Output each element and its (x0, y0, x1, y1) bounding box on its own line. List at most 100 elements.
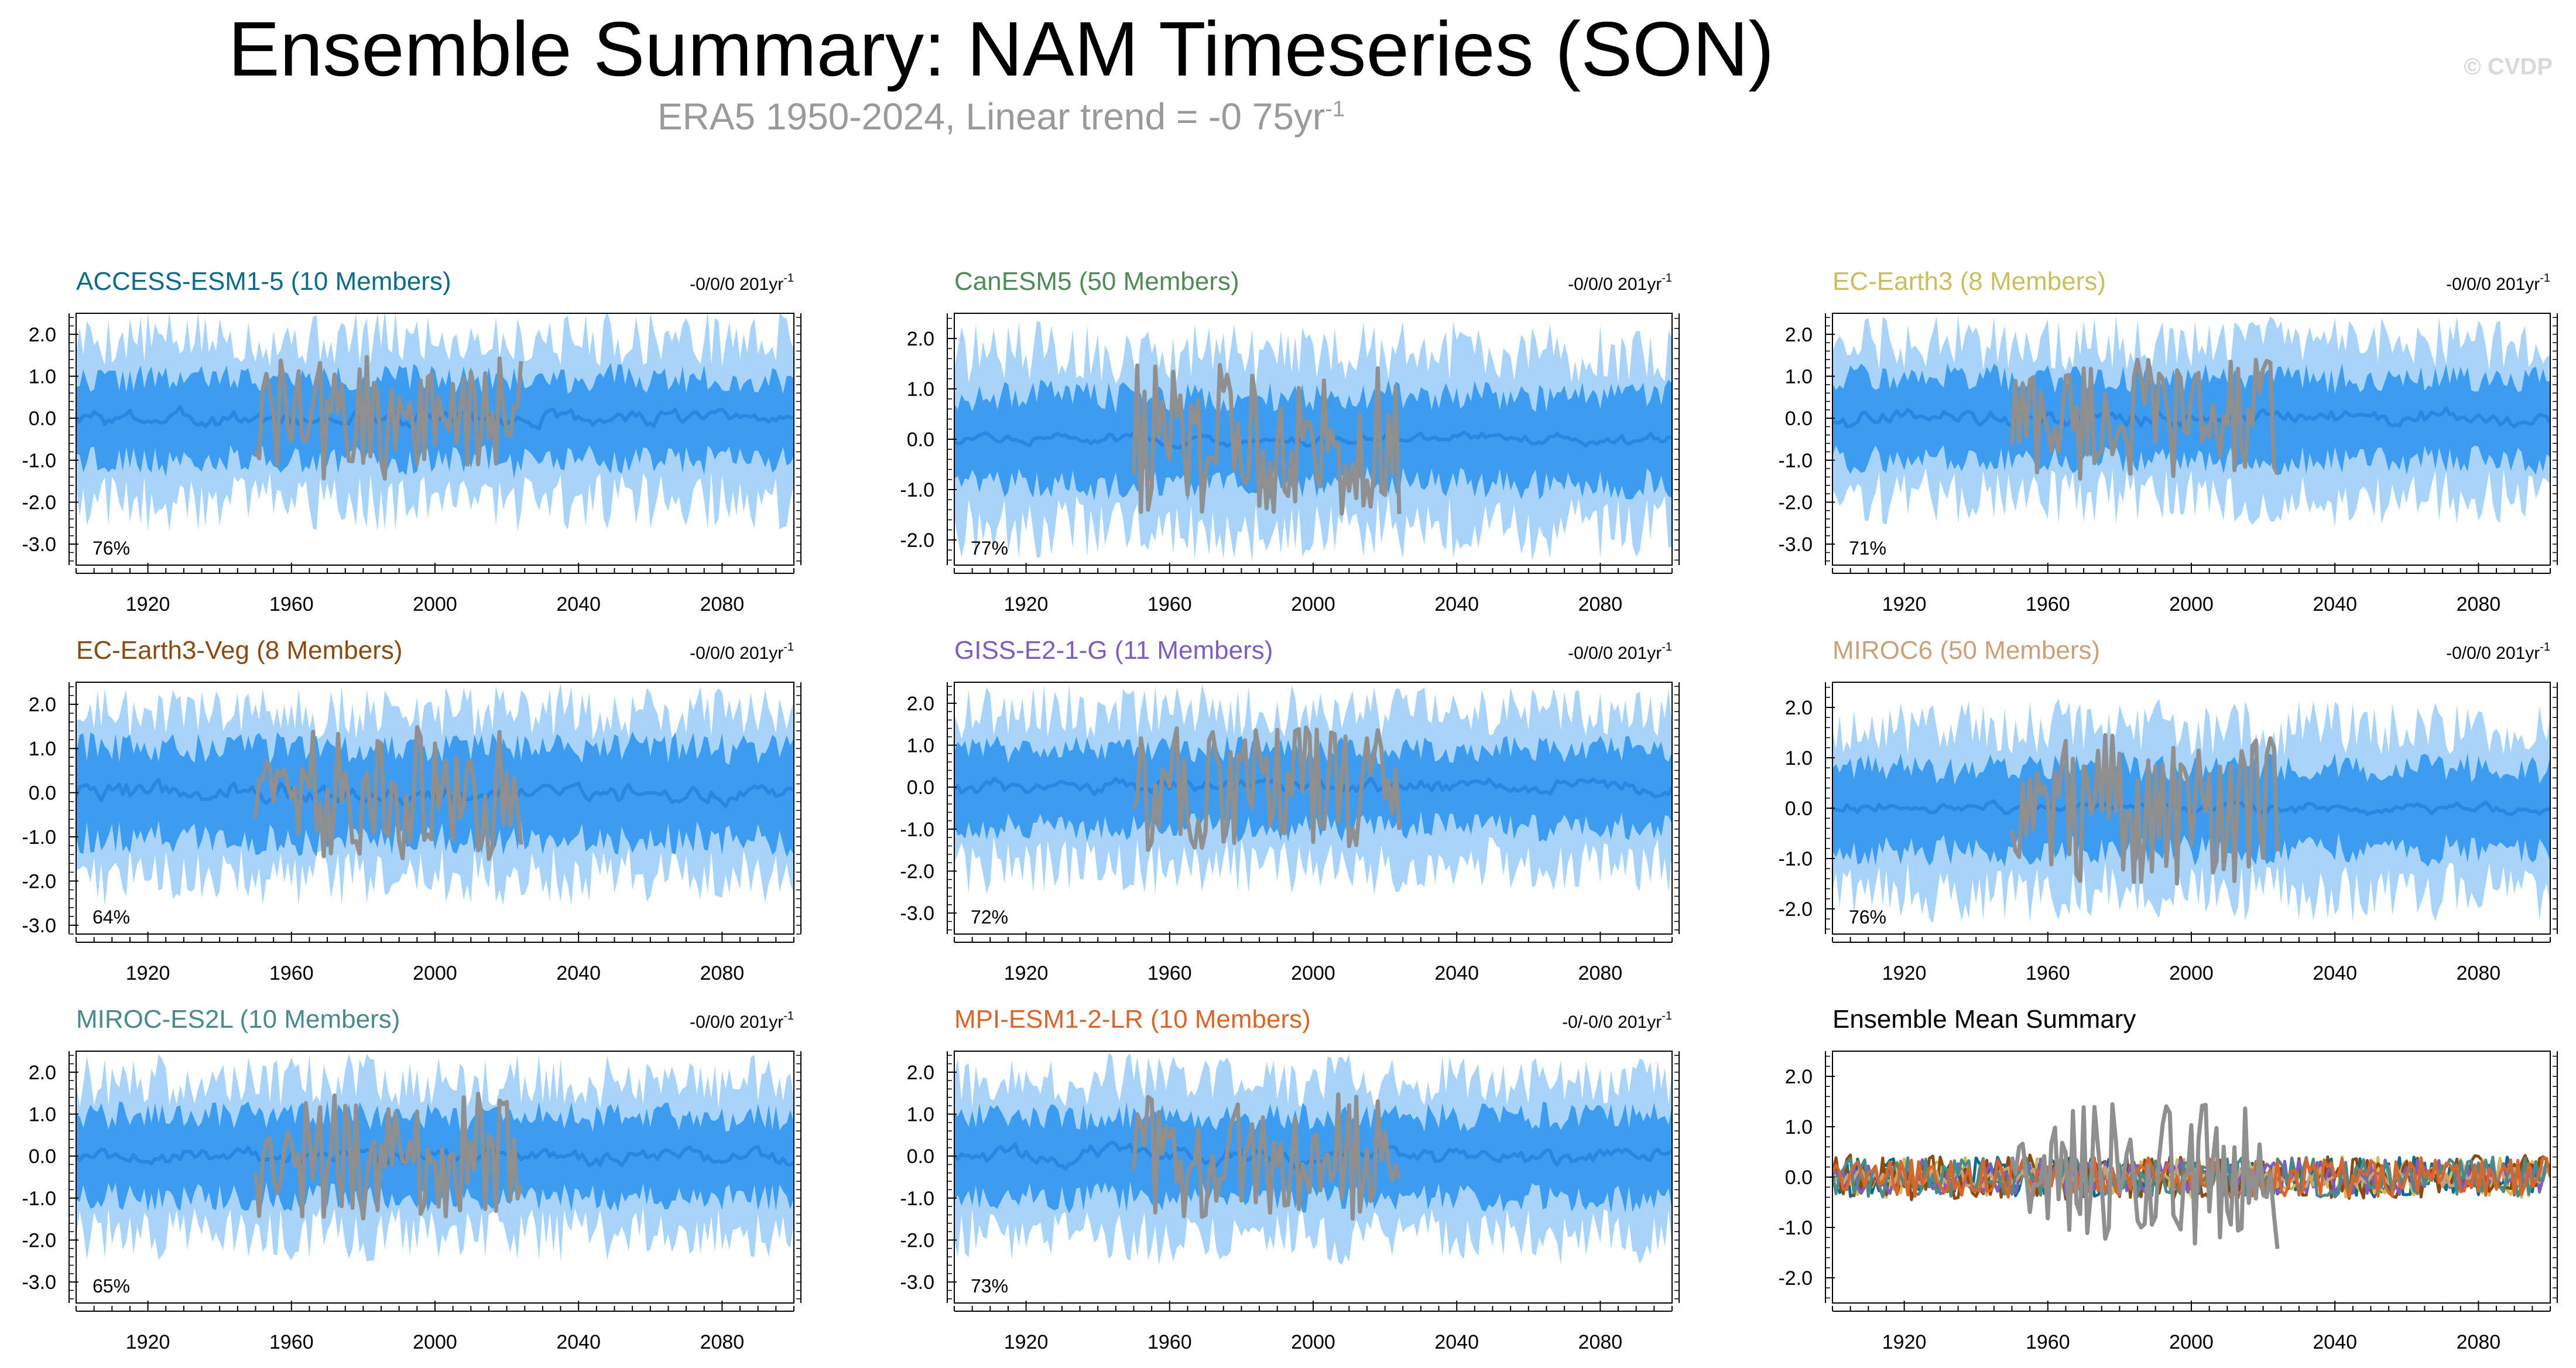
trend-exponent: -1 (2540, 641, 2550, 654)
panel-title: EC-Earth3-Veg (8 Members) (76, 636, 403, 665)
y-tick-label: 0.0 (1785, 798, 1813, 820)
x-tick-label: 1960 (269, 1331, 314, 1353)
summary-line-era5 (2010, 1102, 2280, 1249)
x-tick-label: 2040 (556, 1331, 601, 1353)
panel-title: Ensemble Mean Summary (1832, 1005, 2136, 1034)
x-tick-label: 2040 (2313, 1331, 2357, 1353)
y-tick-label: -2.0 (900, 861, 934, 883)
y-tick-label: -1.0 (1778, 450, 1813, 472)
subtitle-text: ERA5 1950-2024, Linear trend = -0 75yr (657, 95, 1325, 138)
y-tick-label: -1.0 (900, 479, 934, 501)
percent-label: 65% (93, 1275, 130, 1297)
observed-era5-line (254, 725, 523, 861)
trend-label: -0/-0/0 201yr-1 (1562, 1010, 1672, 1032)
percent-label: 71% (1849, 538, 1886, 559)
y-tick-label: 0.0 (1785, 408, 1813, 430)
panel-title: GISS-E2-1-G (11 Members) (954, 636, 1273, 665)
x-tick-label: 2080 (1578, 593, 1623, 615)
plot-area (76, 1054, 794, 1261)
x-tick-label: 2000 (413, 962, 457, 984)
trend-exponent: -1 (1662, 641, 1672, 654)
observed-era5-line (254, 355, 523, 481)
y-tick-label: 1.0 (907, 378, 934, 401)
panel-9: 1920 1960 2000 2040 2080 2.0 1.0 0.0 -1.0 -2.0 Ens… (1778, 1005, 2558, 1353)
x-tick-label: 2000 (1291, 962, 1335, 984)
trend-exponent: -1 (1662, 272, 1672, 285)
x-tick-label: 2040 (1434, 962, 1479, 984)
x-tick-label: 2040 (1434, 593, 1479, 615)
y-tick-label: -3.0 (900, 1271, 934, 1294)
panel-1: 76% 1920 1960 2000 2040 2080 2.0 1.0 0.0 -1.0 -2.0… (22, 267, 801, 615)
y-tick-label: 1.0 (907, 735, 934, 757)
x-tick-label: 2000 (413, 1331, 457, 1353)
panel-title: EC-Earth3 (8 Members) (1832, 267, 2106, 296)
panel-8: 73% 1920 1960 2000 2040 2080 2.0 1.0 0.0 -1.0 -2.0… (900, 1005, 1680, 1353)
x-tick-label: 1960 (269, 962, 314, 984)
x-tick-label: 1920 (126, 962, 170, 984)
x-tick-label: 2000 (413, 593, 457, 615)
trend-exponent: -1 (783, 641, 794, 654)
page-subtitle: ERA5 1950-2024, Linear trend = -0 75yr-1 (0, 95, 2002, 138)
y-tick-label: -3.0 (900, 902, 934, 925)
y-tick-label: -1.0 (900, 1188, 934, 1210)
observed-era5-line (1132, 362, 1402, 516)
percent-label: 73% (971, 1275, 1008, 1297)
x-tick-label: 1960 (2026, 1331, 2070, 1353)
y-tick-label: -2.0 (1778, 898, 1813, 921)
y-tick-label: -1.0 (1778, 1217, 1813, 1239)
plot-area (1832, 314, 2550, 526)
y-tick-label: 0.0 (907, 777, 934, 799)
trend-label: -0/0/0 201yr-1 (1568, 641, 1672, 663)
trend-exponent: -1 (1662, 1010, 1672, 1022)
percent-label: 72% (971, 907, 1008, 928)
y-tick-label: 0.0 (29, 782, 56, 805)
x-tick-label: 2040 (2313, 593, 2357, 615)
x-tick-label: 1920 (126, 593, 170, 615)
y-tick-label: -2.0 (22, 870, 56, 892)
percent-label: 64% (93, 907, 130, 928)
x-tick-label: 1960 (1147, 962, 1192, 984)
trend-label: -0/0/0 201yr-1 (690, 272, 794, 294)
percent-label: 76% (93, 538, 130, 559)
y-tick-label: 1.0 (29, 366, 56, 388)
x-tick-label: 2000 (2169, 962, 2214, 984)
plot-area (954, 684, 1672, 895)
panel-title: ACCESS-ESM1-5 (10 Members) (76, 267, 451, 296)
x-tick-label: 2040 (1434, 1331, 1479, 1353)
observed-era5-line (2010, 733, 2280, 886)
y-tick-label: -1.0 (22, 826, 56, 849)
x-tick-label: 1920 (1004, 1331, 1049, 1353)
y-tick-label: -2.0 (900, 529, 934, 552)
x-tick-label: 2000 (1291, 1331, 1335, 1353)
ensemble-mean-line (76, 1145, 794, 1168)
ensemble-inner-band (1832, 362, 2550, 476)
plot-area (954, 321, 1672, 562)
y-tick-label: -2.0 (1778, 1267, 1813, 1290)
y-tick-label: 2.0 (1785, 324, 1813, 346)
x-tick-label: 1920 (1882, 593, 1927, 615)
trend-label: -0/0/0 201yr-1 (2446, 272, 2550, 294)
plot-area (76, 683, 794, 906)
x-tick-label: 2080 (700, 593, 745, 615)
panel-5: 72% 1920 1960 2000 2040 2080 2.0 1.0 0.0 -1.0 -2.0… (900, 636, 1680, 984)
cvdp-watermark: © CVDP (2464, 54, 2553, 80)
y-tick-label: -1.0 (22, 450, 56, 472)
trend-exponent: -1 (783, 272, 794, 285)
trend-label: -0/0/0 201yr-1 (690, 641, 794, 663)
y-tick-label: 2.0 (1785, 1066, 1813, 1088)
y-tick-label: 1.0 (1785, 366, 1813, 388)
percent-label: 77% (971, 538, 1008, 559)
y-tick-label: -2.0 (22, 492, 56, 514)
x-tick-label: 1920 (1882, 962, 1927, 984)
x-tick-label: 2080 (700, 962, 745, 984)
x-tick-label: 1960 (1147, 1331, 1192, 1353)
x-tick-label: 1960 (269, 593, 314, 615)
y-tick-label: 0.0 (907, 1145, 934, 1168)
y-tick-label: -3.0 (22, 915, 56, 937)
y-tick-label: -1.0 (900, 819, 934, 841)
x-tick-label: 1960 (1147, 593, 1192, 615)
y-tick-label: 1.0 (1785, 1116, 1813, 1138)
panel-title: MPI-ESM1-2-LR (10 Members) (954, 1005, 1311, 1034)
panel-7: 65% 1920 1960 2000 2040 2080 2.0 1.0 0.0 -1.0 -2.0… (22, 1005, 801, 1353)
